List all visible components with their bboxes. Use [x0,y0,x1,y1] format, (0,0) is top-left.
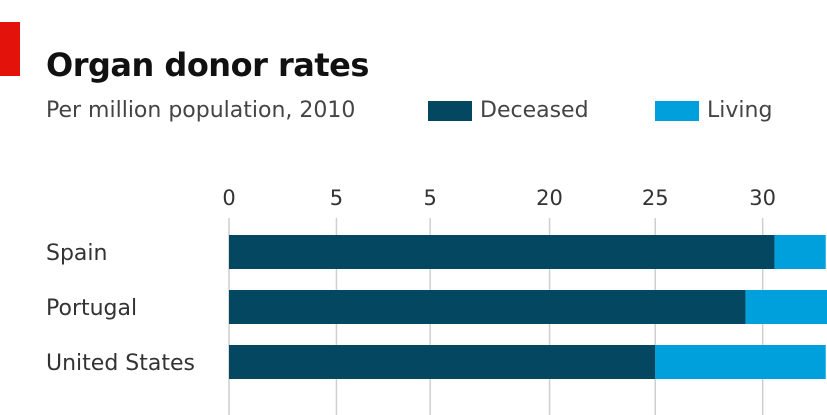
bar-deceased-0 [229,235,775,269]
x-tick-label-2: 5 [424,186,437,210]
bar-deceased-2 [229,345,656,379]
legend-swatch-deceased [428,100,472,121]
legend-label-living: Living [707,98,773,123]
x-tick-label-1: 5 [330,186,343,210]
bar-living-1 [745,290,827,324]
x-tick-label-0: 0 [222,186,235,210]
x-tick-label-4: 25 [642,186,669,210]
legend-label-deceased: Deceased [480,98,589,123]
category-label-1: Portugal [46,296,137,321]
bar-deceased-1 [229,290,746,324]
x-tick-label-3: 20 [536,186,563,210]
chart-subtitle: Per million population, 2010 [46,98,356,123]
legend-item-living: Living [655,98,772,123]
bar-living-0 [774,235,826,269]
category-label-0: Spain [46,241,107,266]
brand-accent-bar [0,22,20,76]
legend-swatch-living [655,100,699,121]
legend-item-deceased: Deceased [428,98,589,123]
x-tick-label-5: 30 [749,186,776,210]
category-label-2: United States [46,351,195,376]
bar-living-2 [655,345,826,379]
chart-title: Organ donor rates [46,46,369,84]
